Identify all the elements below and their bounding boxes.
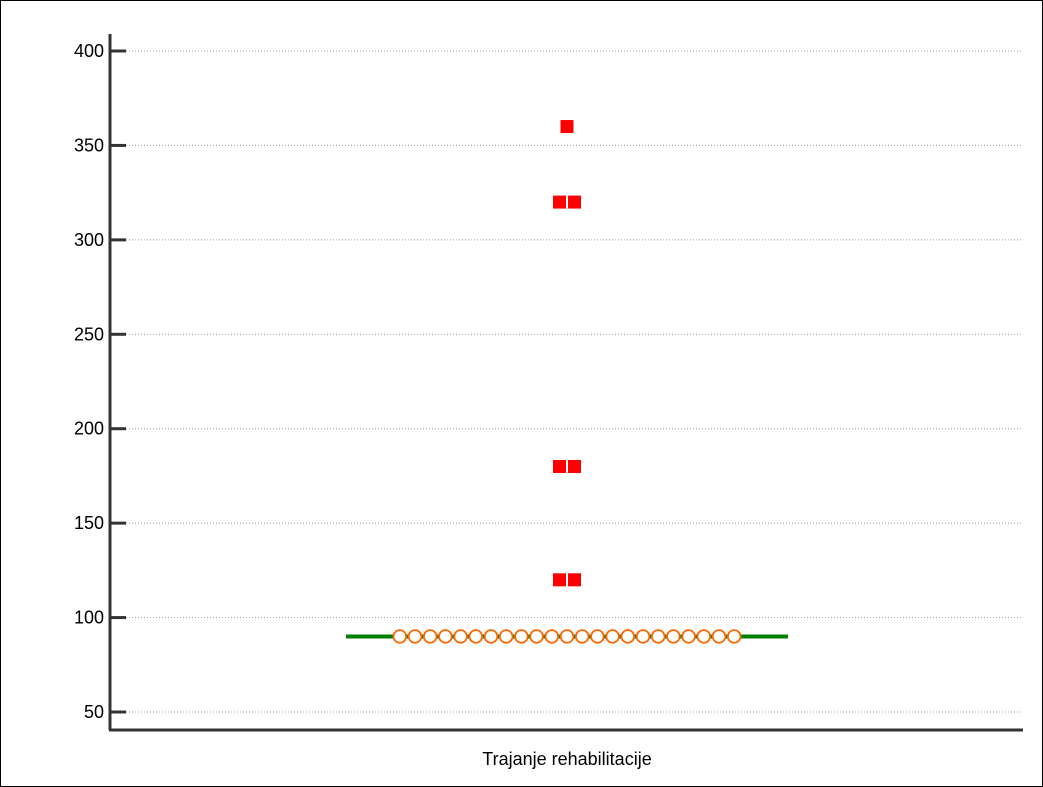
y-tick-label-150: 150 — [74, 513, 104, 533]
data-point — [438, 629, 453, 644]
y-axis-ticks — [110, 49, 126, 714]
y-tick-label-300: 300 — [74, 230, 104, 250]
data-point — [499, 629, 514, 644]
data-point — [681, 629, 696, 644]
data-point — [559, 629, 575, 644]
outlier-points — [553, 120, 581, 587]
data-point — [392, 629, 408, 644]
outlier-point — [553, 459, 566, 473]
y-tick-label-50: 50 — [84, 702, 104, 722]
data-point — [529, 629, 544, 644]
data-point — [727, 629, 742, 644]
data-point — [590, 629, 605, 644]
data-point — [635, 629, 651, 644]
data-point — [483, 629, 499, 644]
x-axis-label: Trajanje rehabilitacije — [482, 749, 651, 769]
data-point — [407, 629, 423, 644]
data-point — [575, 629, 590, 644]
data-points — [392, 629, 742, 644]
y-axis-tick-labels: 50 100 150 200 250 300 350 400 — [74, 41, 104, 722]
y-tick-label-100: 100 — [74, 608, 104, 628]
outlier-point — [568, 195, 581, 209]
data-point — [696, 629, 712, 644]
outlier-point — [568, 573, 581, 587]
data-point — [514, 629, 529, 644]
grid-lines — [114, 50, 1023, 713]
outlier-point — [553, 195, 566, 209]
data-point — [605, 629, 620, 644]
data-point — [651, 629, 666, 644]
data-point — [711, 629, 727, 644]
y-tick-label-350: 350 — [74, 135, 104, 155]
outlier-point — [553, 573, 566, 587]
y-tick-label-250: 250 — [74, 324, 104, 344]
data-point — [544, 629, 560, 644]
y-tick-label-400: 400 — [74, 41, 104, 61]
outlier-point — [568, 459, 581, 473]
data-point — [620, 629, 636, 644]
y-tick-label-200: 200 — [74, 419, 104, 439]
data-point — [453, 629, 468, 644]
data-point — [468, 629, 484, 644]
outlier-point — [560, 120, 574, 134]
data-point — [666, 629, 681, 644]
data-point — [423, 629, 438, 644]
